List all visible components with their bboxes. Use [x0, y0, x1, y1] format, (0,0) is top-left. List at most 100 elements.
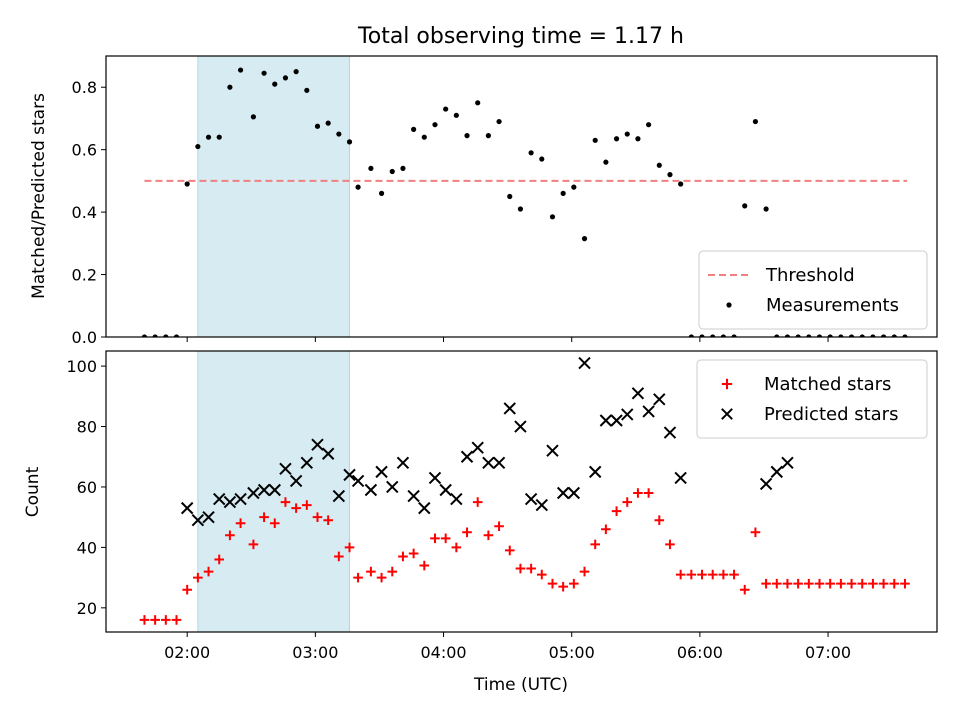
measurements-point: [613, 136, 620, 142]
measurements-point: [688, 334, 694, 337]
predicted-stars-point: [631, 387, 645, 400]
measurements-point: [902, 334, 908, 337]
matched-stars-point: [633, 488, 643, 498]
count-series-group: [139, 356, 910, 625]
matched-stars-point: [430, 533, 440, 544]
predicted-stars-point: [289, 474, 303, 488]
measurements-point: [891, 334, 897, 337]
measurements-point: [163, 334, 169, 337]
predicted-stars-point: [268, 483, 281, 497]
matched-stars-point: [814, 578, 825, 589]
count-y-tick-label: 20: [77, 599, 97, 618]
predicted-stars-point: [247, 486, 260, 500]
measurements-point: [272, 81, 278, 87]
count-y-tick-label: 100: [66, 357, 97, 376]
measurements-point: [141, 334, 148, 337]
measurements-point: [699, 334, 705, 337]
matched-stars-point: [686, 569, 697, 580]
ratio-y-tick-label: 0.0: [72, 328, 97, 347]
predicted-stars-point: [279, 462, 292, 476]
measurements-point: [195, 143, 201, 150]
x-tick-label: 03:00: [292, 643, 338, 662]
predicted-stars-point: [180, 501, 194, 515]
matched-stars-point: [889, 578, 900, 589]
measurements-point: [325, 120, 331, 126]
measurements-point: [880, 334, 887, 337]
matched-stars-point: [601, 524, 611, 535]
matched-stars-point: [419, 560, 430, 571]
predicted-stars-point: [364, 483, 378, 497]
ratio-legend-box: [698, 250, 928, 330]
matched-stars-point: [472, 497, 483, 507]
x-tick-label: 02:00: [164, 643, 210, 662]
predicted-stars-point: [351, 474, 365, 488]
measurements-point: [517, 206, 524, 212]
measurements-point: [293, 69, 299, 75]
predicted-stars-point: [407, 489, 420, 503]
chart-title: Total observing time = 1.17 h: [357, 24, 684, 49]
matched-stars-point: [462, 527, 472, 538]
measurements-point: [400, 165, 406, 171]
predicted-stars-point: [332, 489, 346, 503]
measurements-point: [624, 131, 630, 137]
predicted-stars-point: [234, 492, 247, 506]
measurements-point: [763, 206, 769, 212]
matched-stars-point: [611, 506, 622, 516]
measurements-point: [816, 334, 823, 337]
measurements-point: [678, 181, 684, 187]
matched-stars-point: [139, 615, 150, 625]
matched-stars-point: [665, 539, 675, 550]
predicted-stars-point: [546, 444, 559, 457]
measurements-point: [346, 139, 353, 145]
measurements-point: [282, 75, 289, 81]
predicted-stars-point: [535, 498, 549, 512]
matched-stars-point: [515, 563, 526, 574]
matched-stars-point: [846, 578, 857, 589]
measurements-point: [336, 131, 342, 137]
matched-stars-point: [675, 569, 686, 580]
predicted-stars-point: [213, 492, 226, 506]
matched-stars-point: [376, 572, 387, 583]
legend-label: Threshold: [765, 265, 855, 286]
matched-stars-point: [334, 551, 344, 562]
measurements-point: [859, 334, 865, 337]
ratio-y-tick-label: 0.2: [72, 266, 97, 285]
predicted-stars-point: [524, 492, 538, 506]
measurements-point: [464, 133, 470, 139]
predicted-stars-point: [663, 426, 677, 439]
predicted-stars-point: [439, 483, 452, 497]
measurements-point: [827, 334, 833, 337]
predicted-stars-point: [514, 420, 527, 433]
predicted-stars-point: [588, 465, 602, 479]
matched-stars-point: [558, 581, 568, 592]
matched-stars-point: [344, 542, 355, 553]
matched-stars-point: [312, 512, 323, 522]
predicted-stars-point: [223, 495, 237, 509]
x-tick-label: 06:00: [677, 643, 723, 662]
ratio-observing-window-shade: [197, 55, 351, 338]
count-y-tick-label: 40: [77, 538, 97, 557]
predicted-stars-point: [375, 465, 388, 479]
count-y-tick-label: 60: [77, 478, 97, 497]
measurements-point: [720, 334, 726, 337]
measurements-point: [173, 334, 180, 337]
matched-stars-point: [483, 530, 494, 541]
predicted-stars-point: [482, 456, 495, 470]
ratio-axes-frame: [105, 55, 938, 338]
legend-label: Matched stars: [764, 374, 891, 395]
matched-stars-point: [793, 578, 803, 589]
matched-stars-point: [214, 554, 225, 565]
measurements-point: [560, 190, 566, 196]
measurements-point: [378, 190, 385, 196]
measurements-point: [528, 150, 534, 156]
matched-stars-point: [248, 539, 259, 550]
matched-stars-point: [857, 578, 868, 589]
measurements-point: [646, 122, 652, 128]
measurements-point: [453, 112, 459, 118]
measurements-point: [731, 334, 737, 337]
ratio-y-tick-label: 0.4: [72, 203, 97, 222]
matched-stars-point: [451, 542, 462, 553]
measurements-point: [250, 114, 257, 120]
measurements-point: [368, 165, 374, 171]
predicted-stars-point: [621, 408, 634, 421]
